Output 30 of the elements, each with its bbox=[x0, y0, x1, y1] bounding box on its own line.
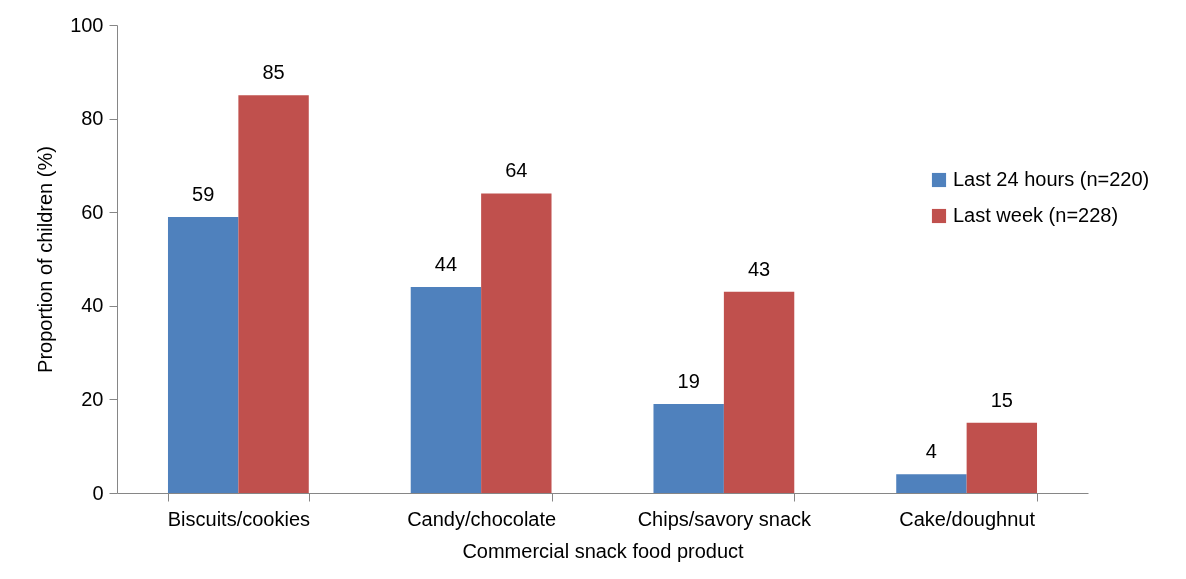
y-tick-label: 0 bbox=[92, 481, 104, 504]
legend-label: Last 24 hours (n=220) bbox=[953, 168, 1150, 190]
data-label: 43 bbox=[747, 257, 771, 280]
y-tick-label: 40 bbox=[81, 294, 104, 317]
data-label: 19 bbox=[677, 370, 700, 393]
bar bbox=[723, 291, 795, 493]
data-label: 85 bbox=[262, 61, 285, 84]
bar bbox=[896, 474, 967, 493]
y-tick-label: 100 bbox=[70, 13, 104, 36]
bar bbox=[481, 193, 552, 493]
y-tick-label: 60 bbox=[81, 200, 104, 223]
legend-label: Last week (n=228) bbox=[953, 204, 1119, 226]
x-axis-title: Commercial snack food product bbox=[462, 539, 745, 562]
x-tick-label: Biscuits/cookies bbox=[167, 507, 311, 530]
data-label: 59 bbox=[192, 182, 215, 205]
data-label: 15 bbox=[990, 388, 1013, 411]
data-label: 64 bbox=[505, 159, 528, 182]
x-tick-label: Candy/chocolate bbox=[407, 507, 557, 530]
bar bbox=[167, 216, 239, 493]
y-tick-label: 20 bbox=[81, 387, 104, 410]
x-tick-label: Cake/doughnut bbox=[899, 507, 1036, 530]
bar bbox=[410, 287, 482, 493]
y-tick-label: 80 bbox=[81, 107, 104, 130]
x-tick-label: Chips/savory snack bbox=[637, 507, 813, 530]
bar bbox=[238, 95, 309, 493]
data-label: 44 bbox=[434, 253, 458, 276]
bar bbox=[653, 404, 724, 493]
bar bbox=[966, 422, 1038, 493]
data-label: 4 bbox=[925, 440, 937, 463]
y-axis-title: Proportion of children (%) bbox=[34, 146, 57, 373]
